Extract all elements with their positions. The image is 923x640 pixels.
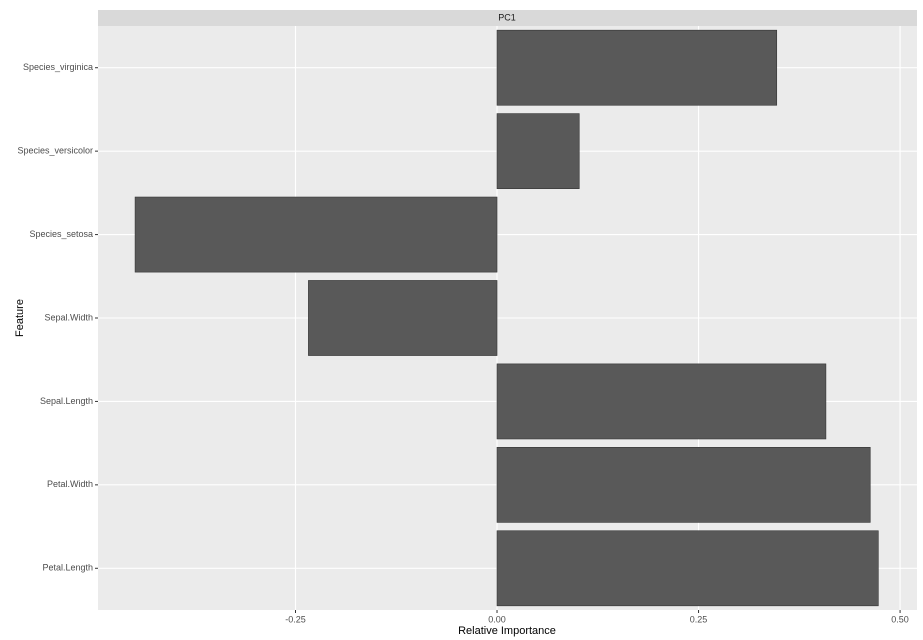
y-tick-label: Petal.Width <box>47 479 93 489</box>
x-tick-label: 0.00 <box>488 614 506 624</box>
bar <box>134 196 498 273</box>
y-axis-title: Feature <box>14 299 26 337</box>
y-tick-label: Species_setosa <box>29 229 93 239</box>
x-tick-label: -0.25 <box>285 614 306 624</box>
x-axis-title: Relative Importance <box>458 625 556 637</box>
bar <box>496 29 778 106</box>
y-tick-label: Sepal.Width <box>44 312 93 322</box>
y-tick-label: Species_versicolor <box>17 146 93 156</box>
x-tick-label: 0.50 <box>891 614 909 624</box>
y-tick-label: Sepal.Length <box>40 396 93 406</box>
bar <box>308 280 498 356</box>
bar <box>496 363 827 440</box>
x-tick-label: 0.25 <box>690 614 708 624</box>
bar <box>496 113 580 189</box>
y-tick-label: Petal.Length <box>42 563 93 573</box>
y-tick-label: Species_virginica <box>23 62 93 72</box>
bar <box>496 530 879 607</box>
strip-title: PC1 <box>498 12 516 22</box>
strip <box>98 10 917 26</box>
bar <box>496 447 871 523</box>
